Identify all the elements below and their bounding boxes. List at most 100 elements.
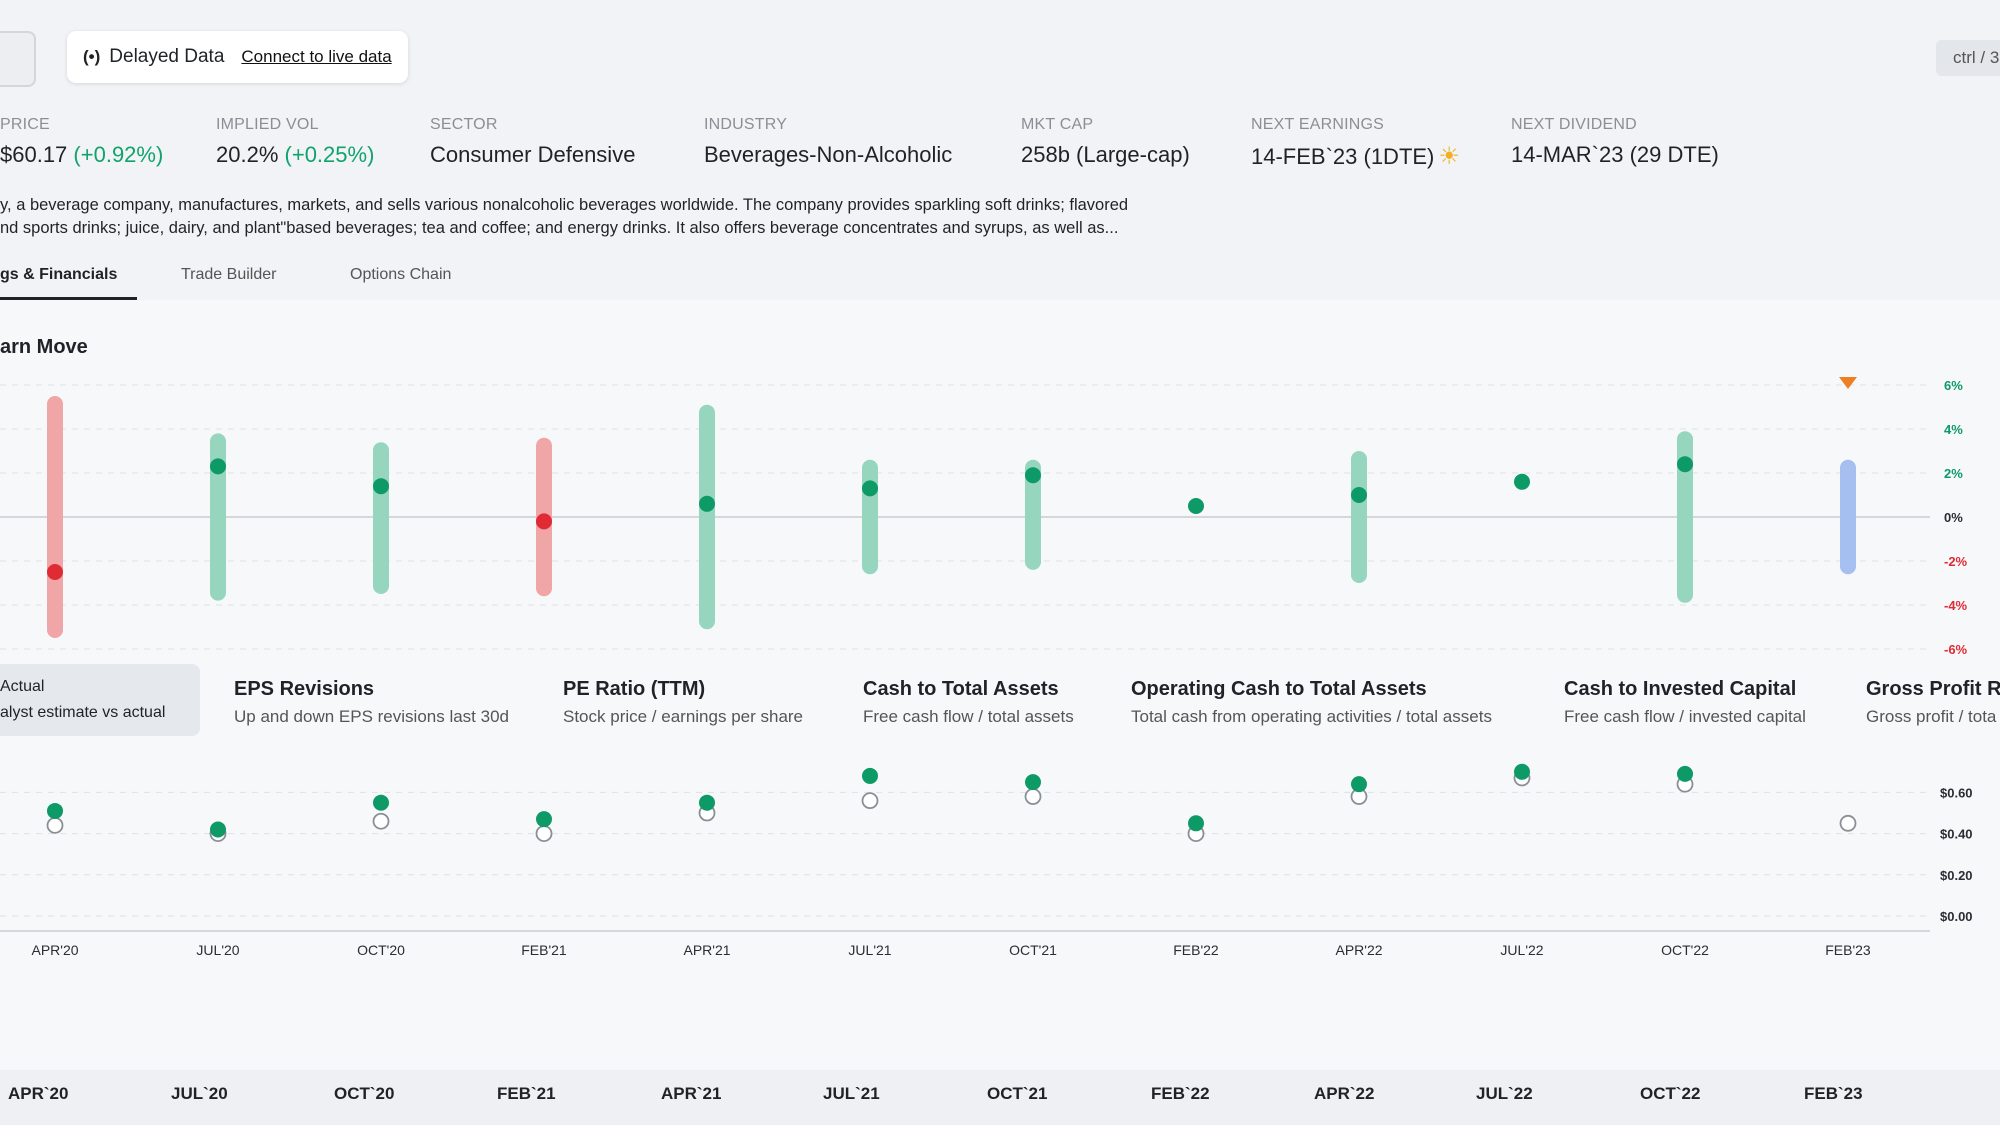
x-tick-label: APR'21 <box>683 942 730 958</box>
y-tick-label: $0.00 <box>1940 909 1973 924</box>
y-tick-label: 2% <box>1944 466 1963 481</box>
actual-eps-dot <box>862 767 878 784</box>
metric-title: Cash to Invested Capital <box>1564 678 1797 700</box>
timeline-label[interactable]: APR`20 <box>8 1084 69 1103</box>
metric-title: Cash to Total Assets <box>863 678 1059 700</box>
stat-next-earnings-label: NEXT EARNINGS <box>1251 116 1384 133</box>
metric-title: Actual <box>0 678 45 695</box>
tab-earnings-financials[interactable]: gs & Financials <box>0 266 118 283</box>
metric-card-cash-to-total-assets[interactable]: Cash to Total Assets Free cash flow / to… <box>863 678 1074 727</box>
metric-title: Gross Profit Ra <box>1866 678 2000 700</box>
timeline-label[interactable]: JUL`22 <box>1476 1084 1533 1103</box>
y-tick-label: 6% <box>1944 378 1963 393</box>
active-tab-indicator <box>0 297 137 300</box>
expected-move-bar <box>1351 451 1367 583</box>
metric-card-gross-profit[interactable]: Gross Profit Ra Gross profit / tota <box>1866 678 2000 727</box>
stat-sector: SECTOR Consumer Defensive <box>430 116 635 168</box>
estimate-eps-dot <box>372 812 390 830</box>
stat-next-dividend-value: 14-MAR`23 (29 DTE) <box>1511 142 1719 167</box>
actual-move-dot <box>1188 498 1204 514</box>
stat-next-dividend: NEXT DIVIDEND 14-MAR`23 (29 DTE) <box>1511 116 1719 168</box>
estimate-eps-dot <box>1839 814 1857 832</box>
actual-eps-dot <box>1025 774 1041 791</box>
actual-move-dot <box>1514 473 1530 490</box>
stat-price-value: $60.17 <box>0 142 68 167</box>
keyboard-shortcut-hint[interactable]: ctrl / 3 <box>1936 40 2000 76</box>
sidebar-toggle-button[interactable] <box>0 31 36 87</box>
tab-options-chain[interactable]: Options Chain <box>350 266 452 283</box>
actual-move-dot <box>862 480 878 497</box>
timeline-label[interactable]: APR`22 <box>1314 1084 1375 1103</box>
x-tick-label: APR'20 <box>31 942 78 958</box>
actual-move-dot <box>536 513 552 530</box>
y-tick-label: $0.20 <box>1940 868 1973 883</box>
actual-eps-dot <box>1514 763 1530 780</box>
stat-implied-vol: IMPLIED VOL 20.2% (+0.25%) <box>216 116 374 168</box>
delayed-data-banner: (•) Delayed Data Connect to live data <box>67 31 408 83</box>
metric-card-actual[interactable]: Actual alyst estimate vs actual <box>0 664 200 736</box>
actual-move-dot <box>1677 456 1693 473</box>
timeline-label[interactable]: FEB`22 <box>1151 1084 1210 1103</box>
stat-sector-label: SECTOR <box>430 116 498 133</box>
expected-move-bar <box>1025 459 1041 570</box>
estimate-eps-dot <box>861 792 879 810</box>
x-tick-label: FEB'23 <box>1825 942 1871 958</box>
stat-industry-label: INDUSTRY <box>704 116 788 133</box>
expected-move-bar <box>862 459 878 575</box>
metric-title: Operating Cash to Total Assets <box>1131 678 1427 700</box>
timeline-label[interactable]: APR`21 <box>661 1084 722 1103</box>
timeline-label[interactable]: OCT`21 <box>987 1084 1048 1103</box>
metric-subtitle: Up and down EPS revisions last 30d <box>234 707 509 726</box>
metric-subtitle: Free cash flow / invested capital <box>1564 707 1806 726</box>
timeline-label[interactable]: OCT`20 <box>334 1084 395 1103</box>
y-tick-label: $0.40 <box>1940 827 1973 842</box>
expected-move-bar <box>373 442 389 594</box>
metric-card-eps-revisions[interactable]: EPS Revisions Up and down EPS revisions … <box>234 678 509 727</box>
metric-subtitle: Free cash flow / total assets <box>863 707 1074 726</box>
timeline-strip <box>0 1070 2000 1125</box>
actual-eps-dot <box>536 811 552 828</box>
stat-mkt-cap: MKT CAP 258b (Large-cap) <box>1021 116 1190 168</box>
stat-implied-vol-value: 20.2% <box>216 142 279 167</box>
connect-live-data-link[interactable]: Connect to live data <box>241 47 392 66</box>
x-tick-label: APR'22 <box>1335 942 1382 958</box>
x-tick-label: JUL'20 <box>196 942 239 958</box>
expected-move-bar <box>1677 431 1693 603</box>
metric-card-operating-cash[interactable]: Operating Cash to Total Assets Total cas… <box>1131 678 1492 727</box>
stat-price-label: PRICE <box>0 116 50 133</box>
actual-move-dot <box>1025 467 1041 484</box>
actual-eps-dot <box>1351 776 1367 793</box>
metric-card-cash-to-invested-capital[interactable]: Cash to Invested Capital Free cash flow … <box>1564 678 1806 727</box>
expected-move-bar <box>210 433 226 601</box>
broadcast-icon: (•) <box>83 47 101 66</box>
stat-implied-vol-label: IMPLIED VOL <box>216 116 319 133</box>
actual-move-dot <box>1351 487 1367 503</box>
x-tick-label: OCT'22 <box>1661 942 1709 958</box>
stat-next-earnings-value: 14-FEB`23 (1DTE) <box>1251 144 1435 169</box>
timeline-label[interactable]: JUL`21 <box>823 1084 880 1103</box>
x-tick-label: JUL'21 <box>848 942 891 958</box>
delayed-data-label: Delayed Data <box>109 46 225 67</box>
timeline-label[interactable]: FEB`23 <box>1804 1084 1863 1103</box>
x-tick-label: JUL'22 <box>1500 942 1543 958</box>
timeline-label[interactable]: FEB`21 <box>497 1084 556 1103</box>
metric-subtitle: Gross profit / tota <box>1866 707 1997 726</box>
actual-eps-dot <box>47 802 63 819</box>
y-tick-label: $0.60 <box>1940 785 1973 800</box>
metric-subtitle: alyst estimate vs actual <box>0 704 166 721</box>
timeline-label[interactable]: JUL`20 <box>171 1084 228 1103</box>
metric-card-pe-ratio[interactable]: PE Ratio (TTM) Stock price / earnings pe… <box>563 678 803 727</box>
estimate-eps-dot <box>1024 788 1042 805</box>
timeline-label[interactable]: OCT`22 <box>1640 1084 1701 1103</box>
y-tick-label: -2% <box>1944 554 1968 569</box>
stat-implied-vol-change: (+0.25%) <box>284 142 375 167</box>
stat-industry: INDUSTRY Beverages-Non-Alcoholic <box>704 116 952 168</box>
metric-subtitle: Stock price / earnings per share <box>563 707 804 726</box>
estimate-eps-dot <box>535 825 553 842</box>
metric-title: PE Ratio (TTM) <box>563 678 706 700</box>
y-tick-label: 4% <box>1944 422 1963 437</box>
y-tick-label: 0% <box>1944 510 1963 525</box>
actual-eps-dot <box>699 794 715 811</box>
tab-trade-builder[interactable]: Trade Builder <box>181 266 277 283</box>
